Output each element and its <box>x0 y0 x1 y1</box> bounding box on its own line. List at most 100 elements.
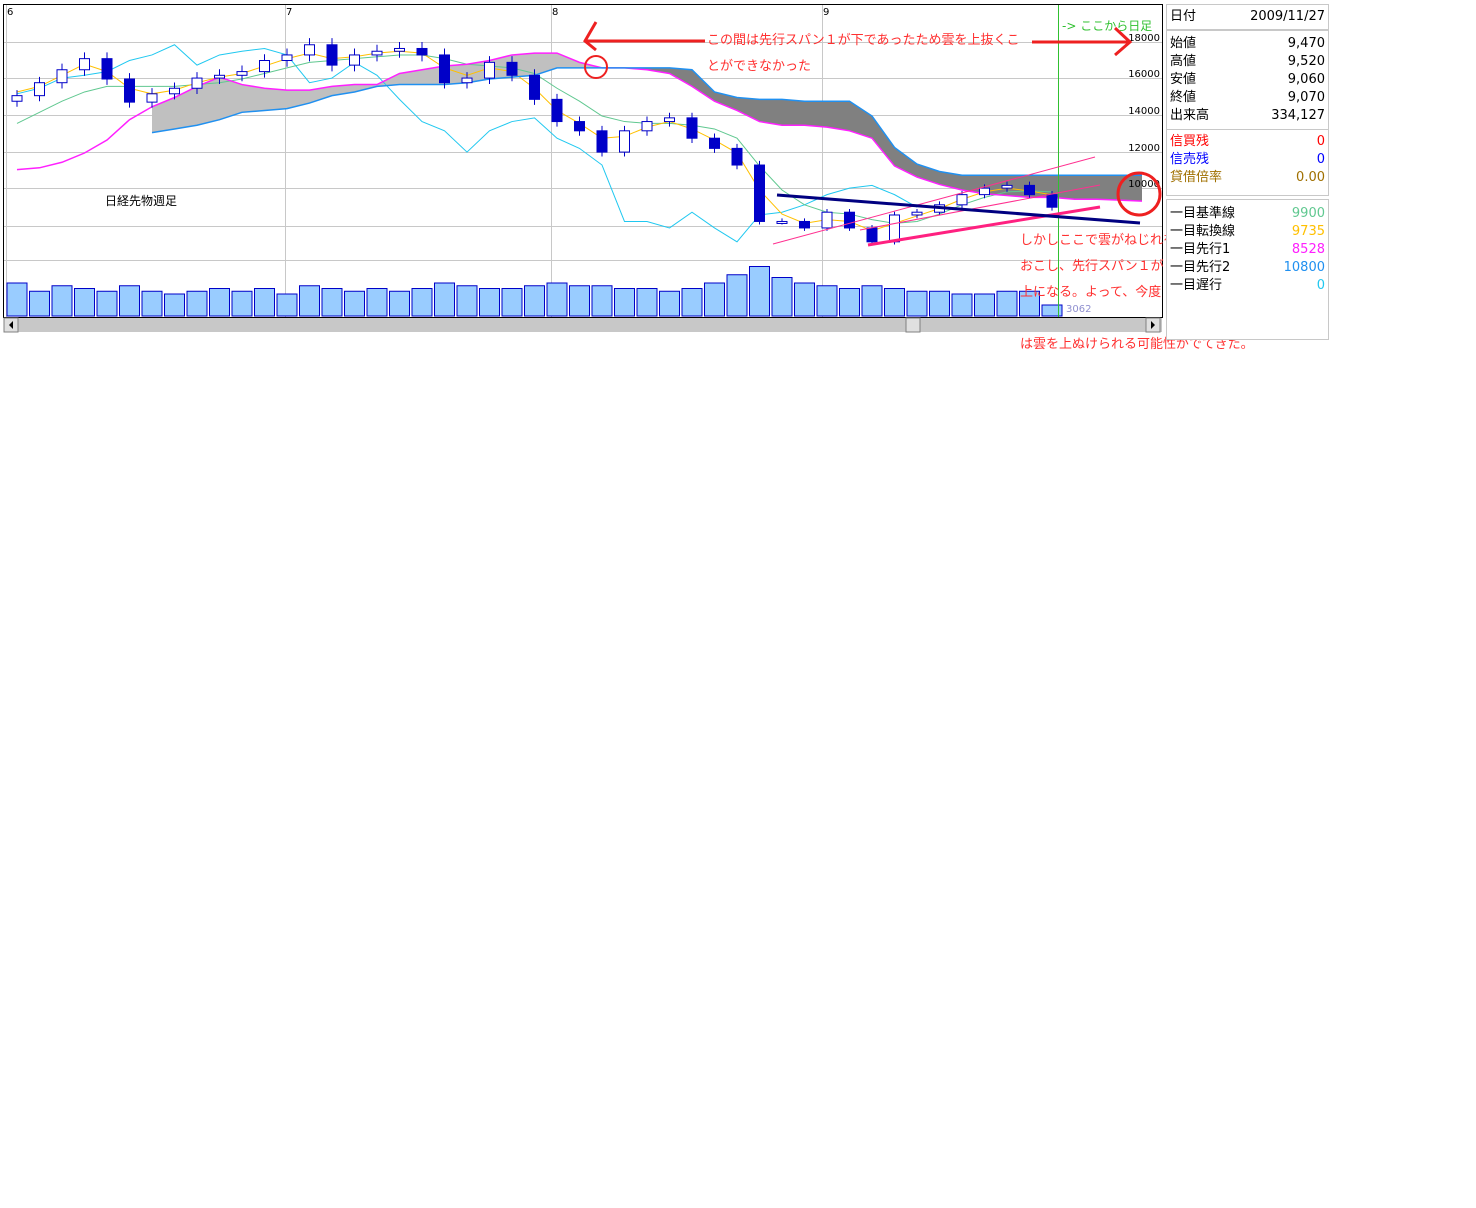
candle <box>731 147 743 166</box>
candle <box>619 130 630 153</box>
arrow-left-icon <box>9 321 13 329</box>
cloud-segment <box>917 164 940 185</box>
info-label: 高値 <box>1170 54 1197 69</box>
volume-bar <box>1041 304 1063 317</box>
volume-bar <box>861 285 883 317</box>
volume-bar <box>299 285 320 317</box>
cloud-segment <box>782 99 805 126</box>
candle <box>889 214 900 243</box>
candle <box>416 47 428 56</box>
info-value: 0 <box>1316 134 1325 149</box>
info-value: 334,127 <box>1271 108 1325 123</box>
volume-bar <box>119 285 140 317</box>
cloud-segment <box>849 101 872 139</box>
candle <box>1001 184 1013 189</box>
volume-bar <box>164 293 185 317</box>
info-value: 9,070 <box>1287 90 1325 105</box>
lower-channel-line <box>859 184 1101 231</box>
volume-bar <box>726 274 748 317</box>
cloud-segment <box>962 175 985 194</box>
candle <box>776 220 788 224</box>
info-row: 一目遅行 0 <box>1167 277 1328 295</box>
annotation-text: しかしここで雲がねじれを <box>1020 233 1177 248</box>
candle <box>146 93 158 103</box>
info-label: 信売残 <box>1170 152 1210 167</box>
candle <box>979 187 990 196</box>
cloud-segment <box>894 147 917 178</box>
info-row: 出来高 334,127 <box>1167 107 1328 125</box>
info-label: 貸借倍率 <box>1170 170 1223 185</box>
cloud-segment <box>872 116 895 166</box>
candle <box>461 77 473 84</box>
volume-bar <box>1019 290 1040 317</box>
volume-bar <box>6 282 28 317</box>
info-value: 9,060 <box>1287 72 1325 87</box>
x-tick-label: 7 <box>286 7 292 18</box>
info-label: 一目先行1 <box>1170 242 1231 257</box>
candle <box>11 95 23 102</box>
volume-bar <box>749 266 770 317</box>
volume-bar <box>366 288 388 317</box>
ichimoku-panel: 一目基準線 9900 一目転換線 9735 一目先行1 8528 一目先行2 10800 一目遅… <box>1166 199 1329 340</box>
annotation-text: おこし、先行スパン１が <box>1020 259 1164 274</box>
candle <box>551 98 563 123</box>
volume-bar <box>276 293 298 317</box>
annotation-text: とができなかった <box>707 59 812 74</box>
candle <box>371 50 383 56</box>
price-chart[interactable]: 6 7 8 9 18000 16000 14000 12000 10000 日経先物週足 306… <box>0 0 1166 336</box>
cloud-segment <box>174 86 197 129</box>
left-arrow-head <box>583 21 598 52</box>
candle <box>56 69 68 84</box>
candle <box>34 82 45 97</box>
info-value: 0 <box>1316 278 1325 293</box>
cloud-segment <box>422 66 445 85</box>
volume-bar <box>794 282 815 317</box>
info-value: 9735 <box>1291 224 1325 239</box>
info-value: 0.00 <box>1296 170 1325 185</box>
volume-bar <box>839 288 860 317</box>
cloud-segment <box>669 67 692 87</box>
candle <box>259 60 270 73</box>
candle <box>821 211 833 229</box>
cloud-segment <box>242 84 265 113</box>
volume-bar <box>74 288 95 317</box>
cloud-segment <box>759 99 782 126</box>
info-row: 一目先行1 8528 <box>1167 241 1328 259</box>
candle <box>79 58 90 71</box>
candles <box>11 38 1058 245</box>
volume-bar <box>636 288 658 317</box>
volume-bar <box>929 290 950 317</box>
cloud-segment <box>557 53 580 68</box>
y-tick-label: 14000 <box>1128 106 1160 117</box>
x-tick-label: 9 <box>823 7 829 18</box>
candle <box>191 77 203 89</box>
volume-bar <box>231 290 253 317</box>
date-label: 日付 <box>1170 9 1197 24</box>
volume-bar <box>456 285 478 317</box>
candle <box>439 54 450 84</box>
volume-bar <box>816 285 838 317</box>
scroll-thumb[interactable] <box>905 317 921 333</box>
volume-bar <box>681 288 703 317</box>
candle <box>641 121 653 132</box>
support-line <box>867 205 1101 247</box>
candle <box>664 117 675 123</box>
horizontal-scrollbar[interactable] <box>4 318 1162 332</box>
info-row: 信買残 0 <box>1167 133 1328 151</box>
candle <box>596 130 608 153</box>
last-volume-label: 3062 <box>1066 304 1091 315</box>
info-value: 8528 <box>1291 242 1325 257</box>
y-tick-label: 10000 <box>1128 179 1160 190</box>
info-row: 一目基準線 9900 <box>1167 205 1328 223</box>
cloud-segment <box>264 88 287 111</box>
cloud-segment <box>219 77 242 120</box>
info-value: 9,470 <box>1287 36 1325 51</box>
volume-bar <box>951 293 973 317</box>
info-row: 貸借倍率 0.00 <box>1167 169 1328 187</box>
chart-frame <box>3 4 1163 318</box>
info-row: 安値 9,060 <box>1167 71 1328 89</box>
info-label: 一目遅行 <box>1170 278 1223 293</box>
info-value: 9900 <box>1291 206 1325 221</box>
candle <box>709 137 720 149</box>
cloud-segment <box>827 101 850 131</box>
